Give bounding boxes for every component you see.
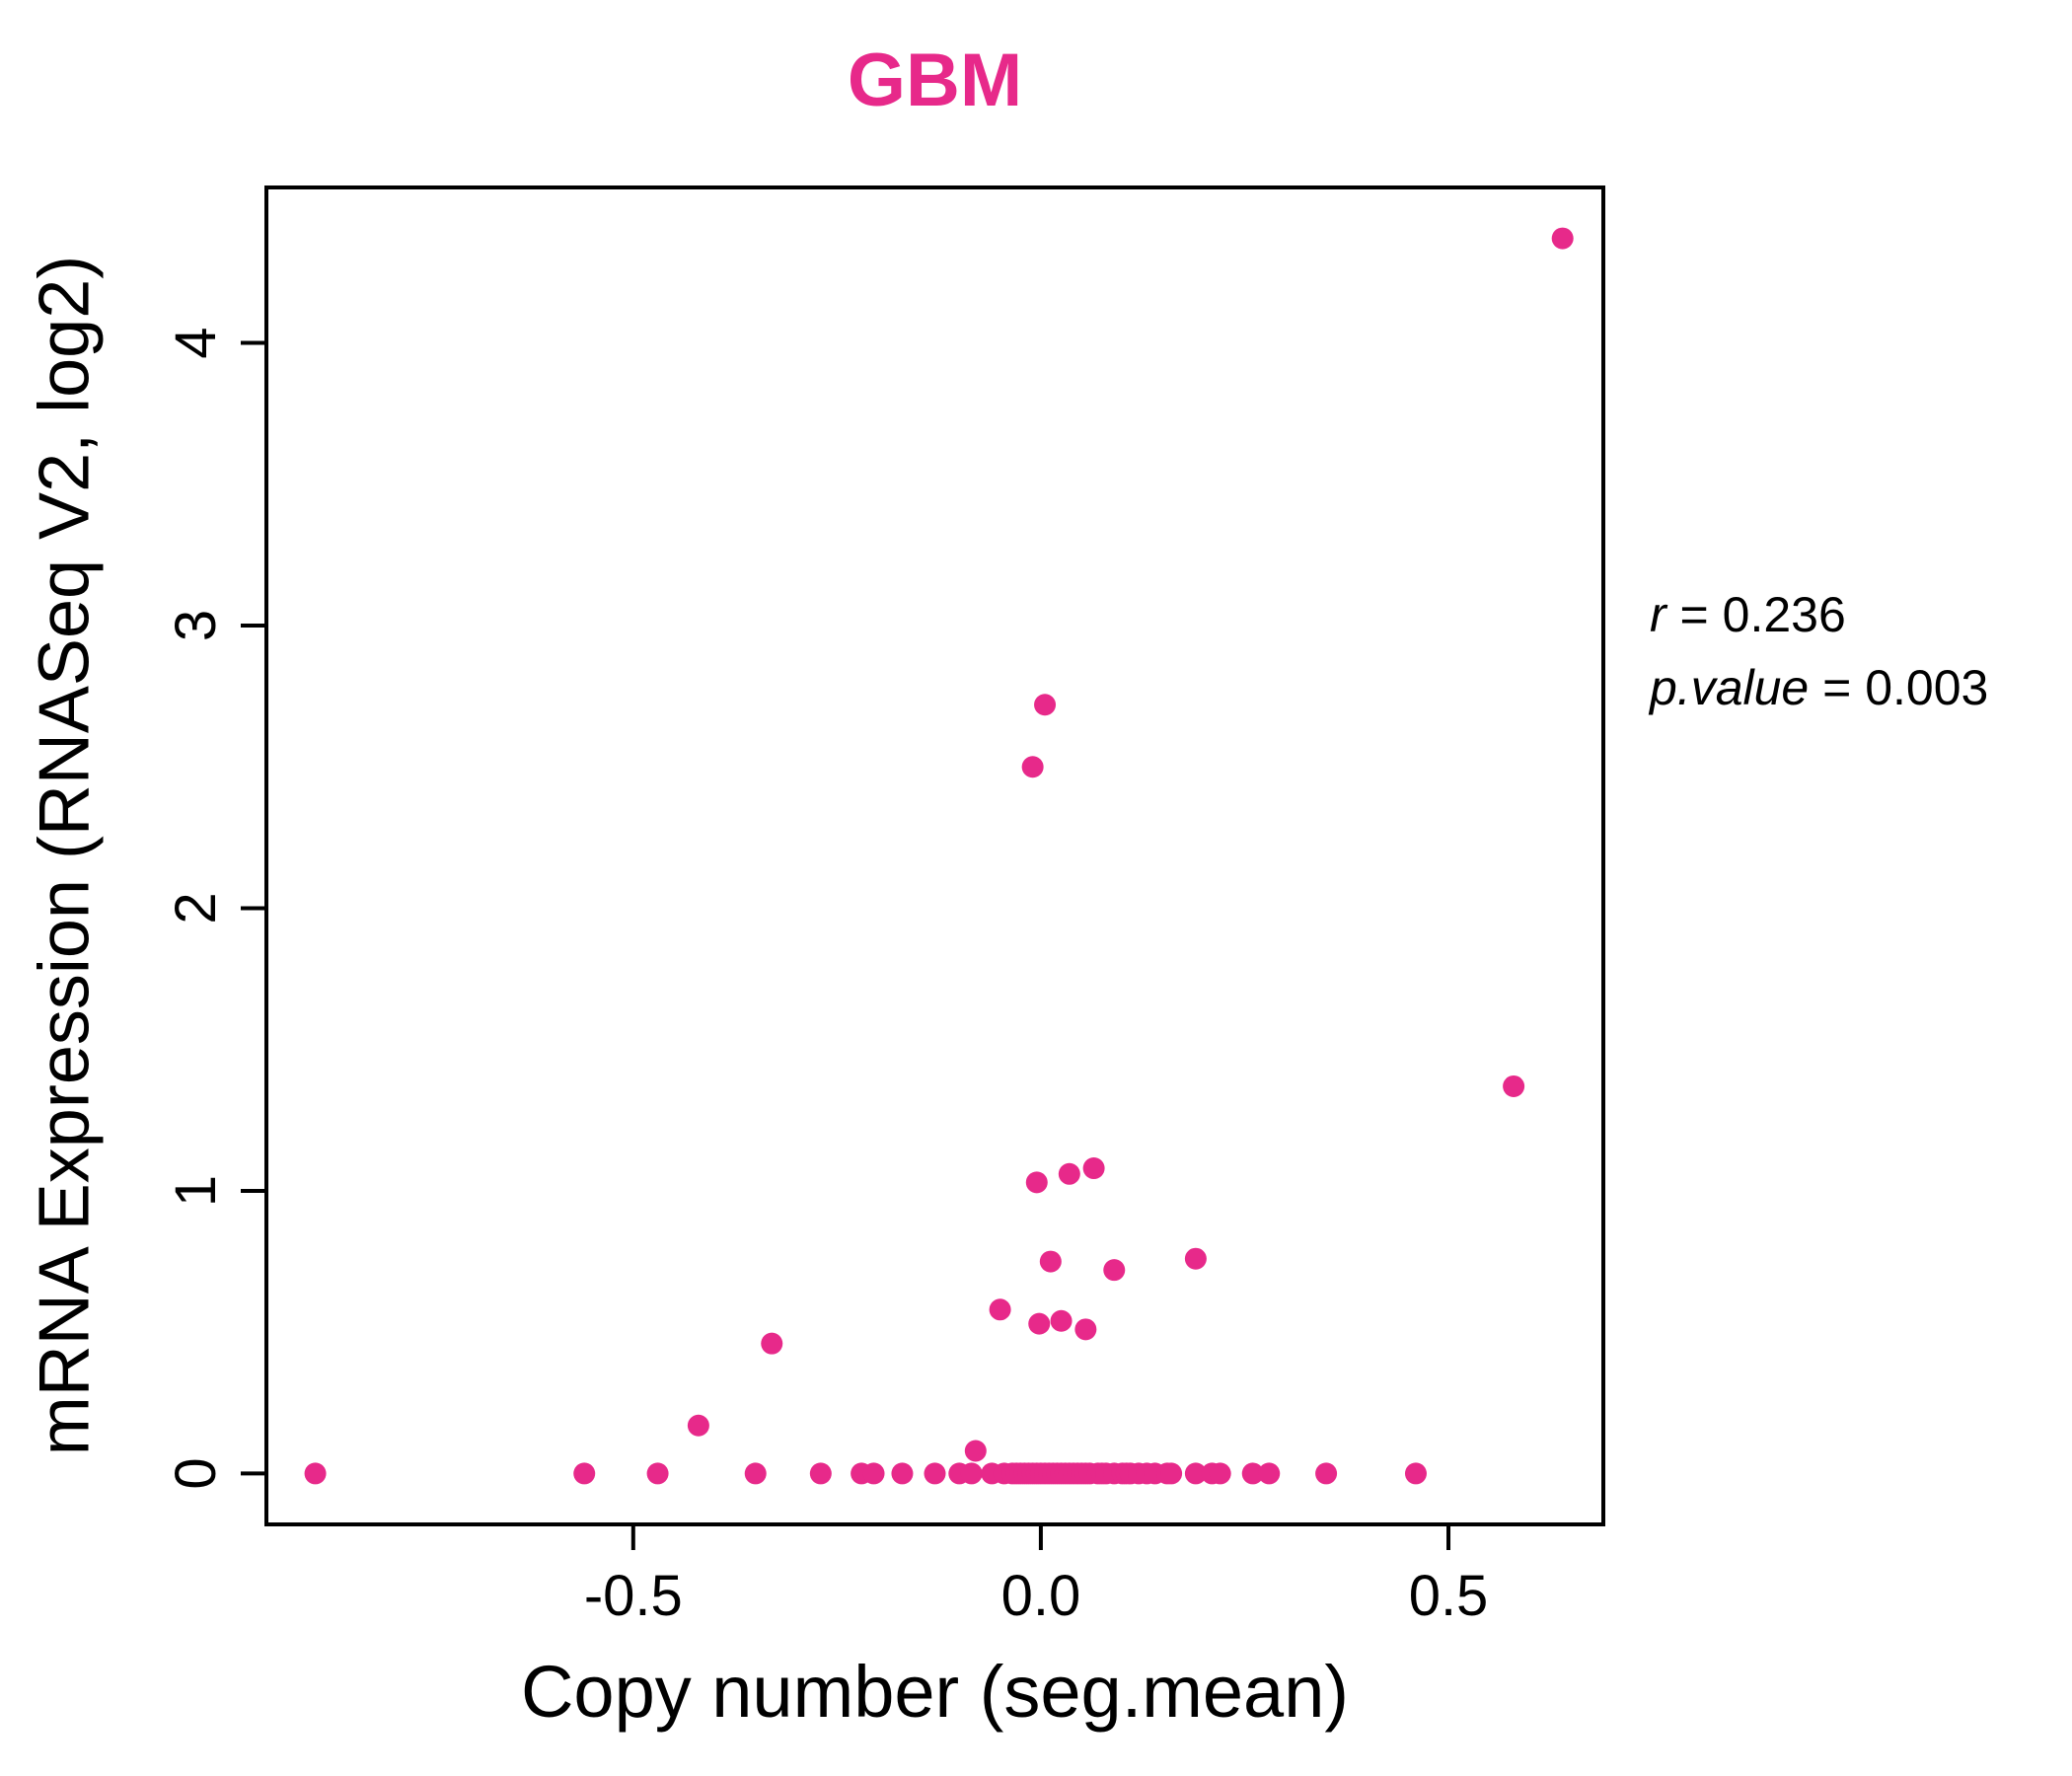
y-tick-label: 1	[164, 1175, 228, 1207]
data-point	[1021, 756, 1044, 778]
data-point	[1160, 1462, 1183, 1485]
data-point	[1404, 1462, 1427, 1485]
data-point	[1184, 1247, 1207, 1270]
data-point	[1315, 1462, 1338, 1485]
x-tick-label: -0.5	[584, 1564, 683, 1628]
p-value: = 0.003	[1809, 660, 1989, 715]
y-tick-label: 2	[164, 892, 228, 924]
data-point	[1184, 1462, 1207, 1485]
data-point	[744, 1462, 767, 1485]
data-point	[989, 1298, 1011, 1321]
data-point	[1028, 1312, 1051, 1335]
data-point	[1103, 1259, 1126, 1282]
data-point	[646, 1462, 669, 1485]
data-point	[1058, 1162, 1080, 1185]
r-value: = 0.236	[1665, 587, 1846, 642]
chart-title: GBM	[847, 38, 1023, 122]
data-point	[573, 1462, 596, 1485]
x-axis-label: Copy number (seg.mean)	[520, 1651, 1350, 1733]
data-point	[1551, 227, 1574, 250]
r-value-line: r = 0.236	[1650, 578, 1988, 651]
data-point	[809, 1462, 832, 1485]
x-tick-label: 0.5	[1409, 1564, 1489, 1628]
data-point	[1050, 1309, 1073, 1332]
data-point	[960, 1462, 983, 1485]
r-variable: r	[1650, 587, 1666, 642]
data-point	[1039, 1250, 1062, 1273]
x-tick-label: 0.0	[1001, 1564, 1081, 1628]
data-point	[1025, 1171, 1048, 1194]
data-point	[1503, 1074, 1525, 1097]
plot-border	[264, 185, 1605, 1526]
data-point	[1074, 1318, 1097, 1341]
data-point	[1258, 1462, 1281, 1485]
data-point	[1209, 1462, 1231, 1485]
data-point	[891, 1462, 914, 1485]
data-point	[1241, 1462, 1264, 1485]
data-point	[964, 1440, 987, 1462]
y-tick-label: 0	[164, 1457, 228, 1489]
p-value-line: p.value = 0.003	[1650, 651, 1988, 724]
data-point	[924, 1462, 946, 1485]
y-axis-label: mRNA Expression (RNASeq V2, log2)	[25, 255, 105, 1456]
data-point	[761, 1332, 783, 1355]
data-point	[1034, 694, 1057, 716]
y-tick-label: 4	[164, 327, 228, 358]
data-point	[687, 1414, 709, 1437]
p-variable: p.value	[1650, 660, 1810, 715]
data-point	[862, 1462, 885, 1485]
data-point	[304, 1462, 327, 1485]
data-point	[1082, 1157, 1105, 1180]
y-tick-label: 3	[164, 610, 228, 641]
correlation-annotation: r = 0.236 p.value = 0.003	[1650, 578, 1988, 724]
